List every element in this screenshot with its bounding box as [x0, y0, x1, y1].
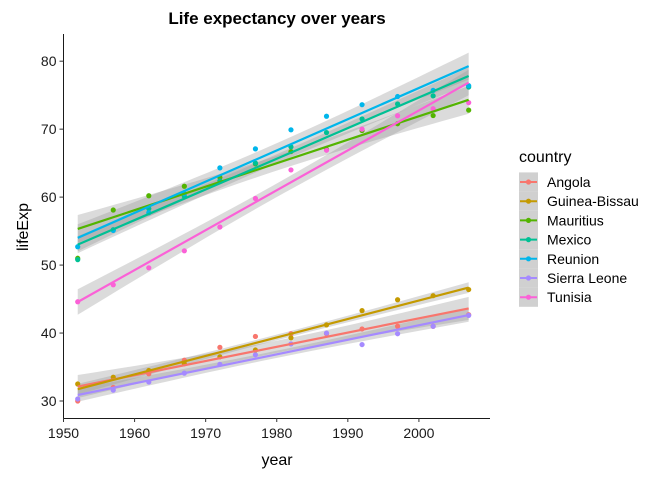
y-tick-label: 60: [41, 189, 57, 205]
data-point-mexico: [252, 160, 259, 166]
data-point-reunion: [75, 244, 81, 250]
y-tick-label: 80: [41, 53, 57, 69]
data-point-mauritius: [181, 183, 187, 189]
data-point-sierra-leone: [75, 396, 81, 402]
y-ticks: 30 40 50 60 70 80: [41, 53, 64, 409]
legend-label: Mauritius: [547, 212, 604, 228]
data-point-sierra-leone: [359, 341, 365, 348]
data-point-reunion: [323, 113, 330, 119]
data-point-reunion: [252, 146, 259, 152]
legend-key-point: [525, 294, 532, 300]
trend-lines: [77, 65, 470, 397]
y-tick-label: 30: [41, 393, 57, 409]
data-point-mauritius: [430, 112, 436, 119]
x-tick-label: 1990: [332, 425, 363, 441]
legend-label: Mexico: [547, 232, 592, 248]
data-point-tunisia: [394, 113, 401, 119]
legend-item-angola: Angola: [519, 172, 591, 192]
trend-line-sierra-leone: [77, 313, 469, 397]
data-point-angola: [217, 344, 223, 350]
legend-key-point: [525, 179, 532, 185]
legend-label: Guinea-Bissau: [547, 193, 639, 209]
legend-item-reunion: Reunion: [519, 249, 599, 269]
y-tick-label: 50: [41, 257, 57, 273]
data-point-sierra-leone: [394, 331, 401, 337]
data-point-mauritius: [110, 207, 116, 213]
data-point-guinea-bissau: [288, 335, 294, 341]
legend-item-tunisia: Tunisia: [519, 287, 592, 307]
data-point-mexico: [75, 257, 81, 263]
x-axis-title: year: [261, 452, 293, 469]
data-point-mauritius: [466, 107, 472, 113]
y-axis-title: lifeExp: [15, 203, 32, 251]
legend-label: Sierra Leone: [547, 270, 627, 286]
legend-key-point: [525, 237, 532, 243]
data-point-tunisia: [252, 195, 259, 202]
trend-line-mauritius: [77, 98, 470, 231]
data-point-guinea-bissau: [394, 297, 401, 303]
legend-item-sierra-leone: Sierra Leone: [519, 268, 627, 288]
legend-label: Tunisia: [547, 289, 592, 305]
legend-item-mexico: Mexico: [519, 230, 592, 250]
legend-key-point: [525, 198, 532, 204]
data-point-reunion: [217, 165, 223, 171]
data-point-tunisia: [146, 265, 152, 271]
data-point-mexico: [430, 93, 436, 99]
confidence-bands: [77, 52, 469, 402]
x-tick-label: 1950: [48, 425, 79, 441]
legend-key-point: [525, 217, 532, 223]
data-point-angola: [252, 333, 259, 340]
data-point-mauritius: [146, 193, 152, 199]
x-tick-label: 1960: [119, 425, 150, 441]
x-tick-label: 1970: [190, 425, 221, 441]
trend-line-tunisia: [77, 81, 470, 303]
trend-line-reunion: [77, 65, 470, 239]
data-point-sierra-leone: [430, 323, 436, 329]
y-tick-label: 40: [41, 325, 57, 341]
legend-title: country: [519, 149, 571, 166]
legend-label: Angola: [547, 174, 591, 190]
data-point-sierra-leone: [252, 352, 259, 358]
legend-label: Reunion: [547, 251, 599, 267]
data-point-angola: [394, 323, 401, 329]
data-point-sierra-leone: [323, 330, 330, 336]
legend-item-mauritius: Mauritius: [519, 210, 604, 230]
trend-line-angola: [77, 307, 469, 388]
x-ticks: 1950 1960 1970 1980 1990 2000: [48, 418, 435, 441]
data-point-reunion: [288, 127, 294, 133]
data-point-tunisia: [217, 224, 223, 230]
data-point-tunisia: [359, 126, 365, 132]
chart-title: Life expectancy over years: [168, 9, 385, 28]
legend-item-guinea-bissau: Guinea-Bissau: [519, 191, 639, 211]
trend-line-guinea-bissau: [77, 286, 469, 391]
legend-key-point: [525, 256, 532, 262]
data-point-tunisia: [288, 167, 294, 173]
x-tick-label: 2000: [403, 425, 434, 441]
legend: country Angola Guinea-Bissau Mauritius Mexi…: [519, 149, 639, 307]
trend-line-mexico: [77, 74, 470, 246]
data-point-mexico: [323, 129, 330, 136]
y-tick-label: 70: [41, 121, 57, 137]
data-point-guinea-bissau: [359, 308, 365, 314]
data-point-tunisia: [181, 248, 187, 254]
data-point-reunion: [359, 102, 365, 108]
legend-key-point: [525, 275, 532, 281]
x-tick-label: 1980: [261, 425, 292, 441]
data-point-tunisia: [323, 147, 330, 153]
